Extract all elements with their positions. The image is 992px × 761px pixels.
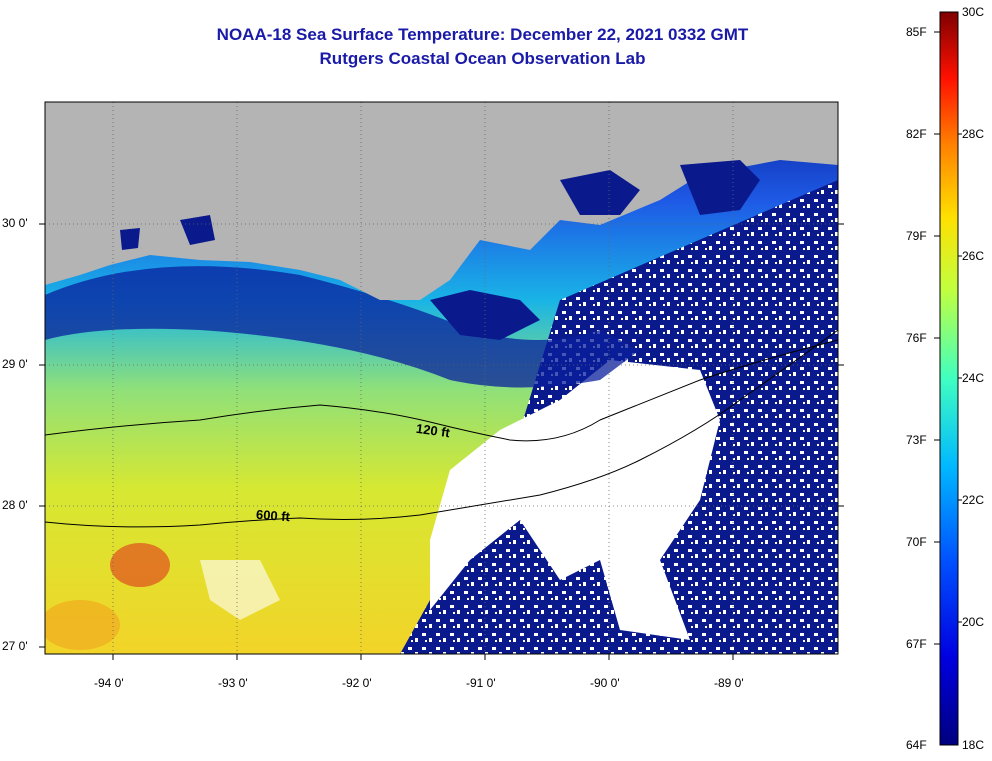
lake xyxy=(180,215,215,245)
nearshore-water xyxy=(45,266,640,388)
grid-lines xyxy=(45,102,838,654)
colorbar-f-label: 70F xyxy=(906,535,927,549)
lake xyxy=(120,228,140,250)
colorbar-c-label: 18C xyxy=(962,738,985,752)
map-image xyxy=(45,102,838,654)
frame-ticks xyxy=(39,223,844,660)
lat-label: 29 0' xyxy=(2,357,28,371)
land-mass xyxy=(45,102,838,300)
contour-600ft xyxy=(45,329,838,528)
colorbar-f-label: 82F xyxy=(906,127,927,141)
colorbar-f-label: 76F xyxy=(906,331,927,345)
warm-patch xyxy=(110,543,170,587)
cloud-cover xyxy=(430,360,720,640)
colorbar-f-label: 67F xyxy=(906,637,927,651)
lon-label: -93 0' xyxy=(218,676,248,690)
cloud-cover xyxy=(200,560,280,620)
colorbar xyxy=(939,11,959,746)
lake xyxy=(680,160,760,215)
map-subtitle: Rutgers Coastal Ocean Observation Lab xyxy=(319,49,646,68)
colorbar-f-label: 85F xyxy=(906,25,927,39)
colorbar-f-label: 64F xyxy=(906,738,927,752)
lon-label: -91 0' xyxy=(466,676,496,690)
colorbar-c-label: 20C xyxy=(962,615,985,629)
lon-label: -94 0' xyxy=(94,676,124,690)
lat-label: 27 0' xyxy=(2,639,28,653)
colorbar-ticks xyxy=(934,31,962,645)
colorbar-f-label: 73F xyxy=(906,433,927,447)
lat-label: 30 0' xyxy=(2,216,28,230)
contour-120ft xyxy=(45,339,838,442)
lon-label: -89 0' xyxy=(714,676,744,690)
contour-label: 600 ft xyxy=(255,506,291,525)
lon-label: -90 0' xyxy=(590,676,620,690)
lake xyxy=(560,170,640,215)
map-title: NOAA-18 Sea Surface Temperature: Decembe… xyxy=(216,25,749,44)
colorbar-c-label: 26C xyxy=(962,249,985,263)
lat-label: 28 0' xyxy=(2,498,28,512)
warm-patch xyxy=(45,600,120,650)
colorbar-f-label: 79F xyxy=(906,229,927,243)
colorbar-c-label: 28C xyxy=(962,127,985,141)
colorbar-c-label: 24C xyxy=(962,371,985,385)
map-frame xyxy=(44,101,839,655)
lon-label: -92 0' xyxy=(342,676,372,690)
colorbar-c-label: 22C xyxy=(962,493,985,507)
colorbar-c-label: 30C xyxy=(962,5,985,19)
